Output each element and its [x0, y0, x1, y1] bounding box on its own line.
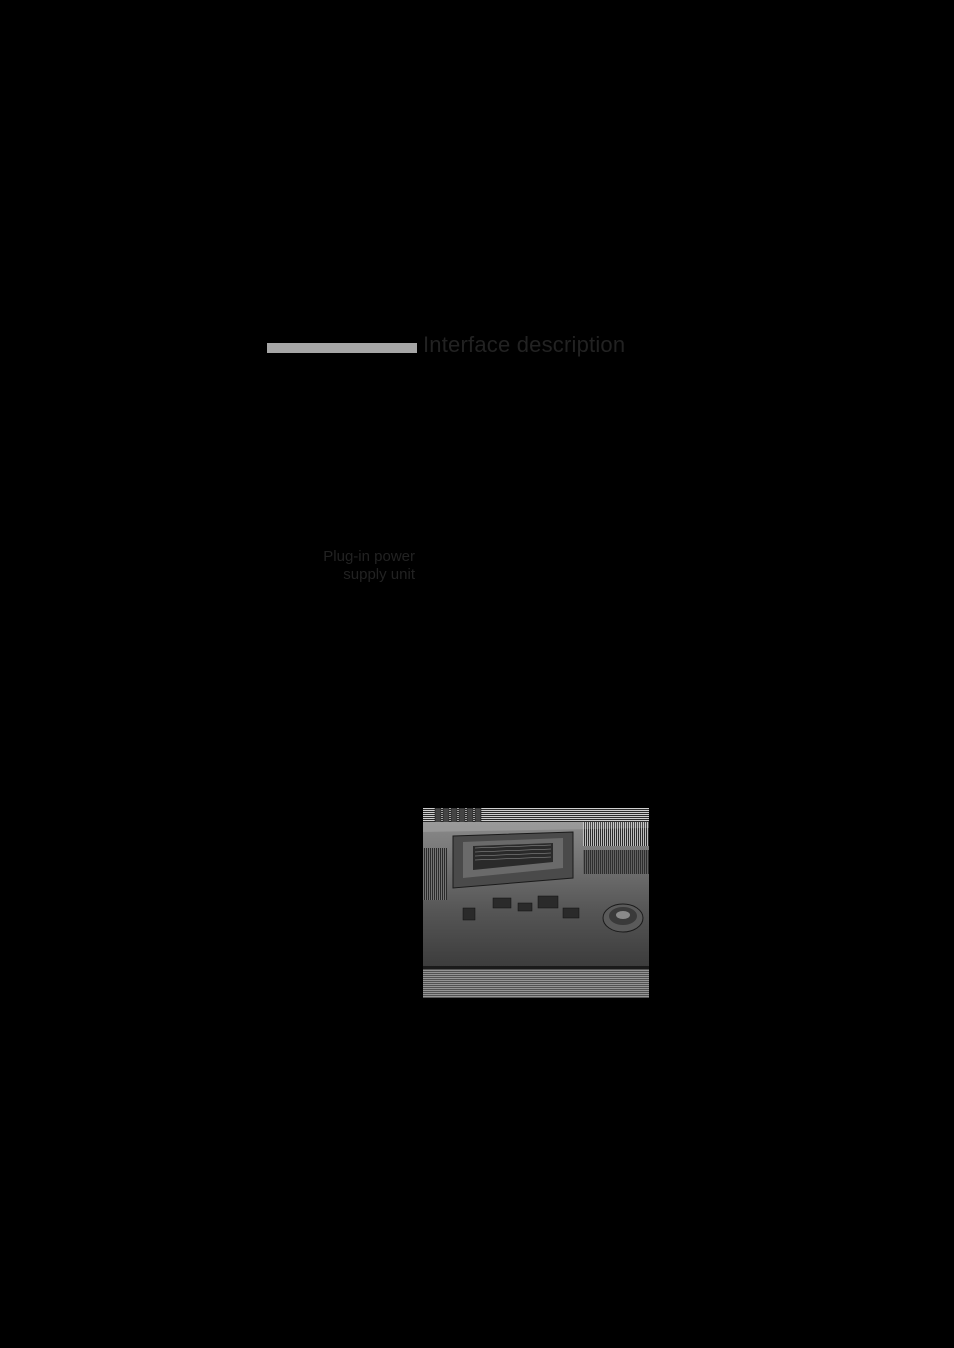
pin-row: 2 free [580, 710, 633, 726]
list-item: Connector for the plug-in power supply u… [423, 410, 648, 443]
intro-text: The following interfaces are available o… [423, 374, 648, 404]
margin-label: Plug-in power supply unit [290, 548, 415, 584]
pin-row: 5 free [580, 759, 633, 775]
gray-header-bar [267, 343, 417, 353]
list-item: RS232 interface (V.24/V.28 on the D-Sub … [423, 495, 648, 528]
pin-label: 5 free [580, 759, 613, 774]
section-heading: Interface description [423, 332, 625, 358]
list-item: Handset connector [423, 444, 648, 460]
list-item: Mini-SIM card holder [423, 461, 648, 477]
interface-bullet-list: Connector for the plug-in power supply u… [423, 410, 648, 529]
margin-label-line2: supply unit [343, 566, 415, 583]
pin-label: 4 IGT_IN [580, 743, 633, 758]
pin-label: 3 PD_IN [580, 727, 629, 742]
list-item: Antenna connector FME (male) [423, 478, 648, 494]
pin-label: 2 free [580, 710, 613, 725]
connector-board-illustration [423, 808, 649, 998]
pin-row: 1 + [580, 694, 633, 710]
pin-label: 1 + [580, 694, 598, 709]
pin-legend: 1 + 2 free 3 PD_IN 4 IGT_IN 5 free 6 GND [580, 694, 633, 792]
margin-label-line1: Plug-in power [323, 548, 415, 565]
power-supply-paragraph: The TC35 Terminal receives its power sup… [423, 548, 648, 671]
page-number: 11 [630, 1020, 644, 1035]
heading-underline [423, 360, 643, 362]
pin-wires-svg [423, 694, 573, 814]
pin-row: 6 GND [580, 775, 633, 791]
pin-row: 4 IGT_IN [580, 743, 633, 759]
pin-row: 3 PD_IN [580, 727, 633, 743]
pin-label: 6 GND [580, 775, 620, 790]
